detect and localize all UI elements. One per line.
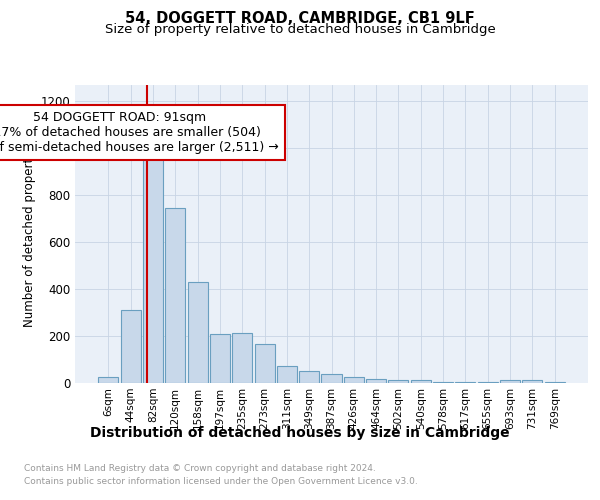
Bar <box>277 366 297 382</box>
Bar <box>143 158 163 382</box>
Bar <box>210 334 230 382</box>
Y-axis label: Number of detached properties: Number of detached properties <box>23 141 35 327</box>
Text: 54, DOGGETT ROAD, CAMBRIDGE, CB1 9LF: 54, DOGGETT ROAD, CAMBRIDGE, CB1 9LF <box>125 11 475 26</box>
Bar <box>254 344 275 383</box>
Bar <box>188 282 208 382</box>
Bar <box>322 374 341 382</box>
Text: Size of property relative to detached houses in Cambridge: Size of property relative to detached ho… <box>104 22 496 36</box>
Bar <box>522 380 542 382</box>
Bar <box>232 334 252 382</box>
Bar <box>121 310 141 382</box>
Bar <box>299 372 319 382</box>
Text: Contains public sector information licensed under the Open Government Licence v3: Contains public sector information licen… <box>24 477 418 486</box>
Bar <box>98 376 118 382</box>
Text: Distribution of detached houses by size in Cambridge: Distribution of detached houses by size … <box>90 426 510 440</box>
Text: Contains HM Land Registry data © Crown copyright and database right 2024.: Contains HM Land Registry data © Crown c… <box>24 464 376 473</box>
Bar <box>165 208 185 382</box>
Bar <box>411 380 431 382</box>
Text: 54 DOGGETT ROAD: 91sqm
← 17% of detached houses are smaller (504)
83% of semi-de: 54 DOGGETT ROAD: 91sqm ← 17% of detached… <box>0 111 279 154</box>
Bar <box>344 376 364 382</box>
Bar <box>366 379 386 382</box>
Bar <box>388 380 409 382</box>
Bar <box>500 380 520 382</box>
